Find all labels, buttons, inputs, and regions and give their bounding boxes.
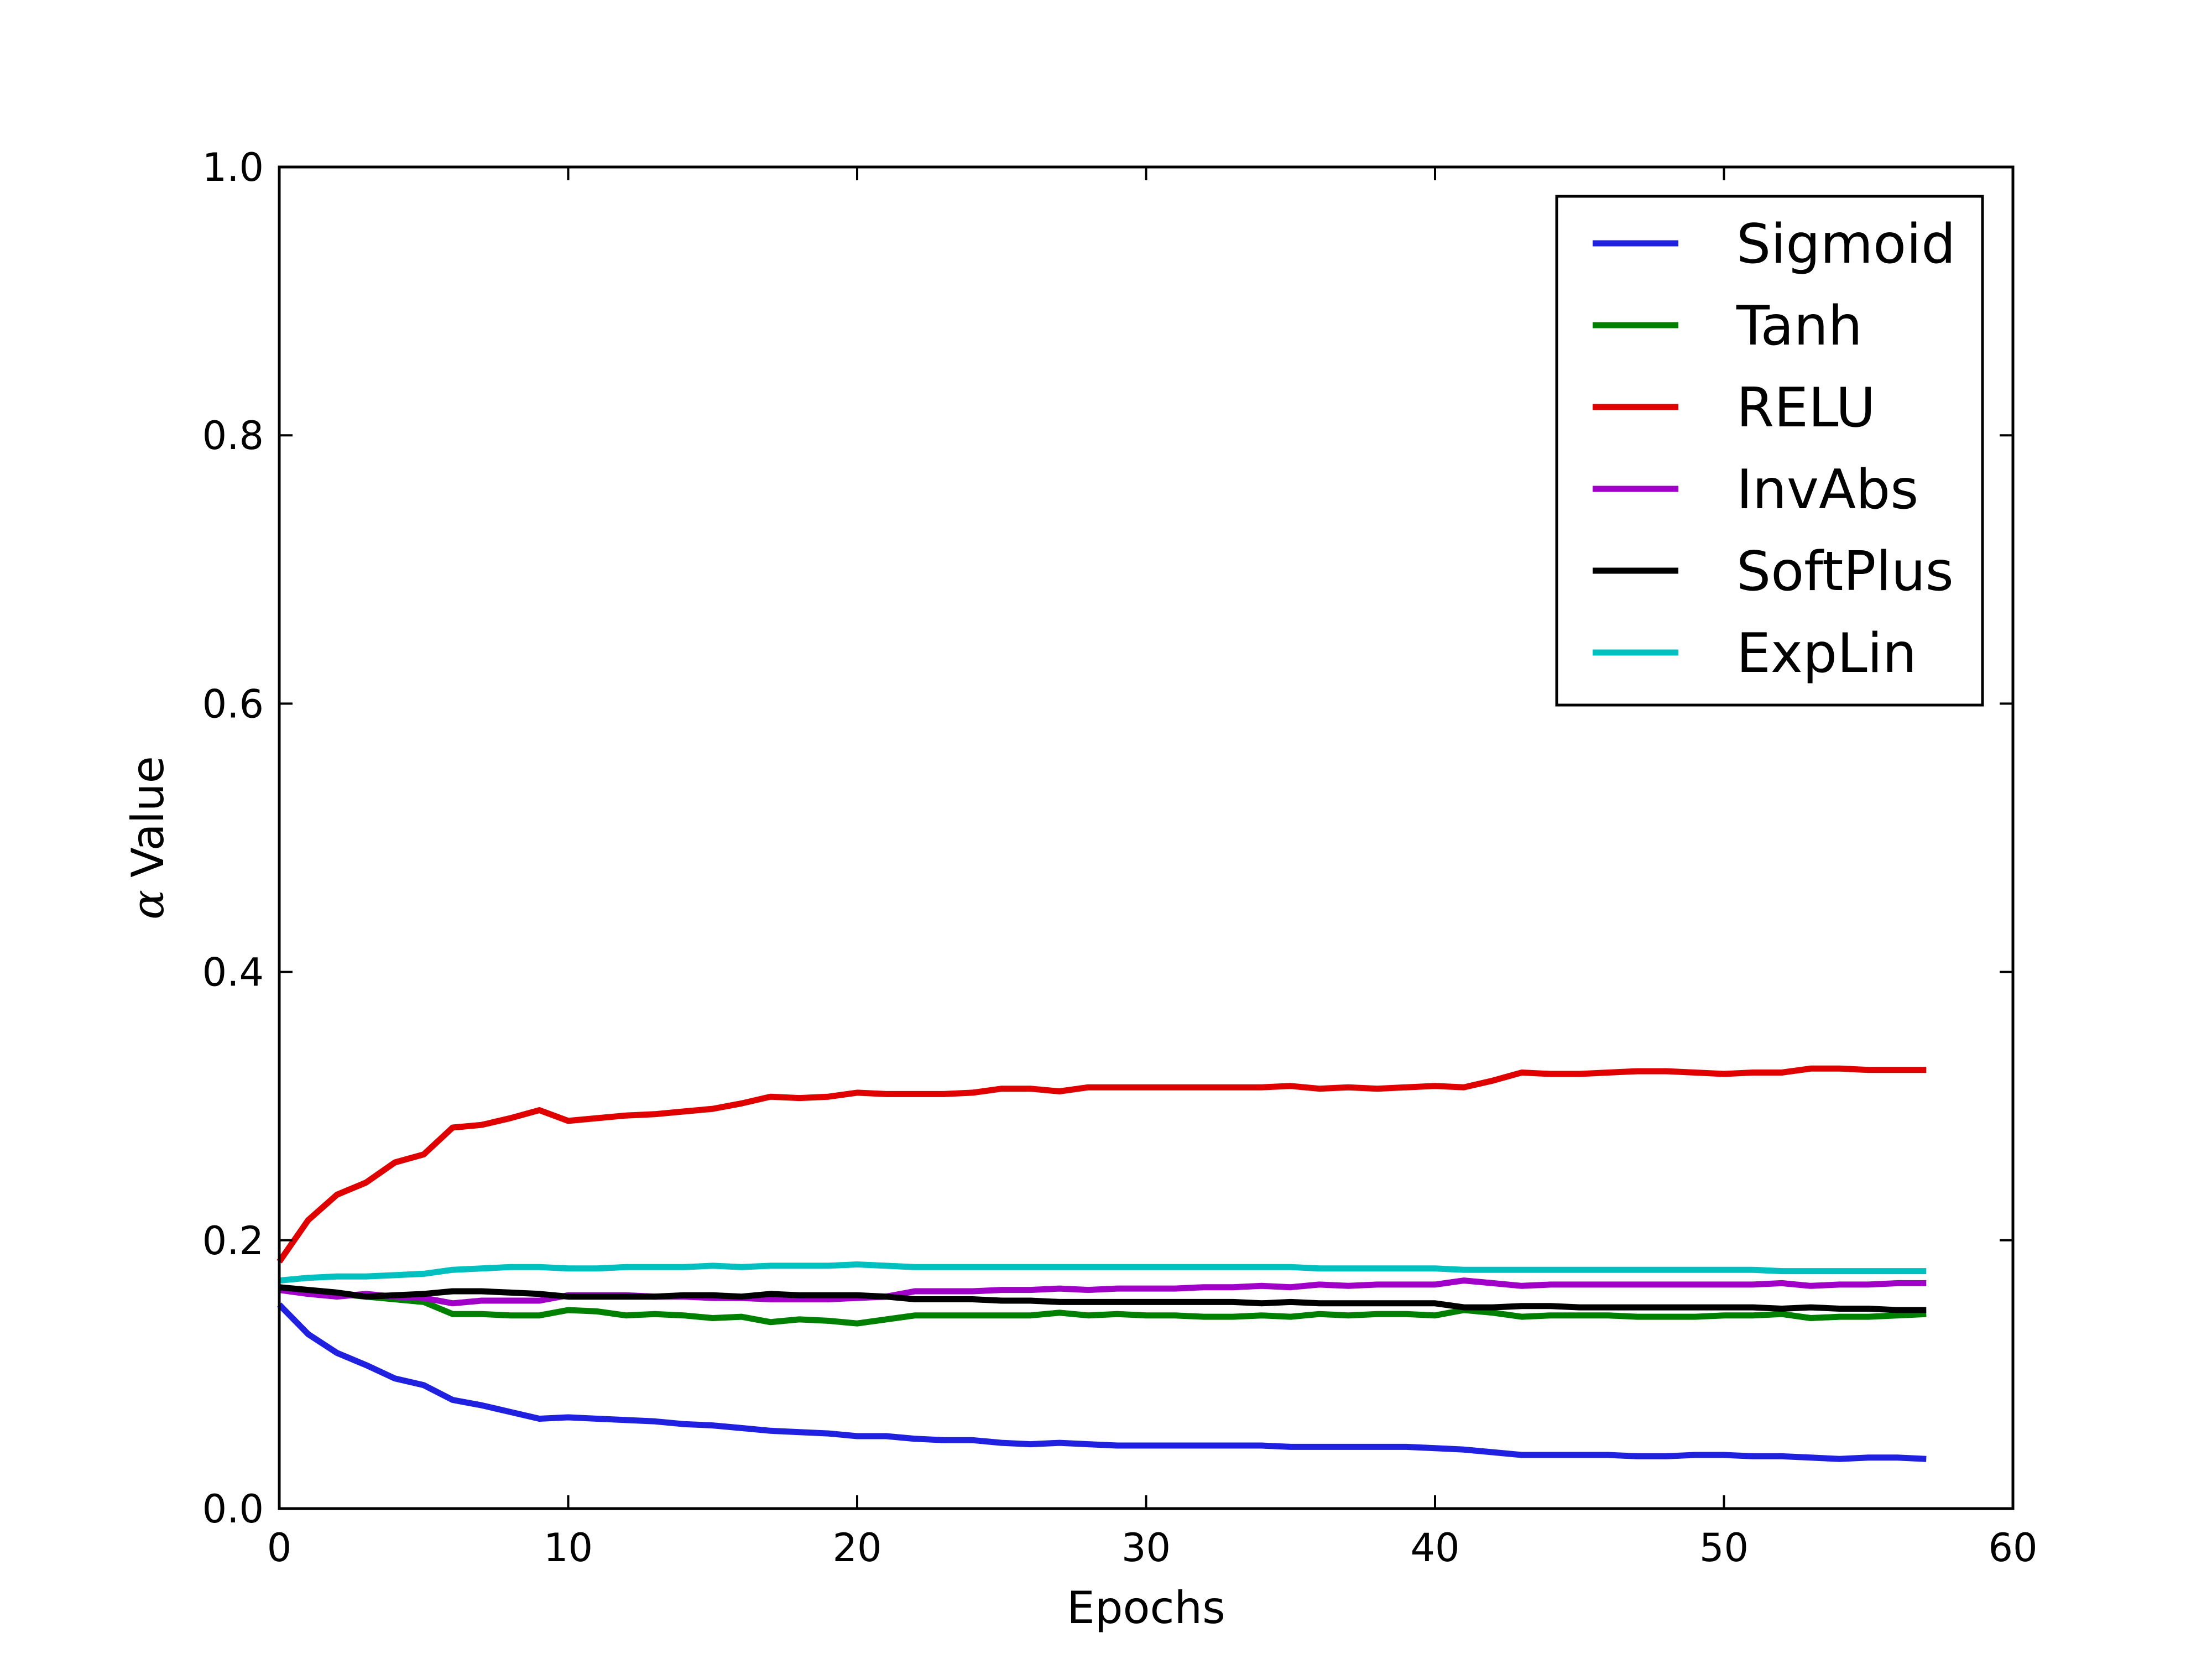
y-axis-label-text: Value bbox=[122, 756, 174, 878]
series-line-relu bbox=[276, 1065, 1927, 1264]
legend-label-sigmoid: Sigmoid bbox=[1736, 213, 1956, 276]
legend-label-softplus: SoftPlus bbox=[1736, 540, 1954, 603]
x-tick-label: 40 bbox=[1410, 1525, 1459, 1571]
y-axis-label: α Value bbox=[122, 756, 174, 920]
legend-label-explin: ExpLin bbox=[1736, 622, 1917, 685]
legend-label-tanh: Tanh bbox=[1736, 295, 1863, 358]
y-tick-label: 0.4 bbox=[202, 950, 264, 995]
series-layer bbox=[276, 1065, 1927, 1462]
x-tick-label: 60 bbox=[1988, 1525, 2037, 1571]
series-line-softplus bbox=[279, 1284, 1927, 1313]
ticks-layer: 0 10 20 30 40 50 60 0.0 0.2 0.4 0.6 0.8 1.0 bbox=[202, 145, 2038, 1571]
x-tick-label: 30 bbox=[1121, 1525, 1171, 1571]
series-line-explin bbox=[279, 1261, 1927, 1284]
legend-label-invabs: InvAbs bbox=[1736, 458, 1918, 521]
legend: Sigmoid Tanh RELU InvAbs SoftPlus ExpLin bbox=[1555, 195, 1984, 707]
y-tick-label: 1.0 bbox=[202, 145, 264, 190]
x-tick-label: 20 bbox=[832, 1525, 881, 1571]
x-axis-label: Epochs bbox=[1067, 1582, 1225, 1634]
y-tick-label: 0.0 bbox=[202, 1486, 264, 1532]
legend-box bbox=[1555, 195, 1984, 707]
y-tick-label: 0.8 bbox=[202, 413, 264, 458]
x-tick-label: 0 bbox=[267, 1525, 292, 1571]
legend-label-relu: RELU bbox=[1736, 377, 1875, 440]
x-tick-label: 10 bbox=[544, 1525, 593, 1571]
y-tick-label: 0.6 bbox=[202, 681, 264, 727]
y-axis-label-symbol: α bbox=[122, 890, 174, 920]
series-line-tanh bbox=[279, 1284, 1927, 1327]
y-tick-label: 0.2 bbox=[202, 1218, 264, 1264]
series-line-sigmoid bbox=[277, 1302, 1927, 1462]
x-tick-label: 50 bbox=[1699, 1525, 1749, 1571]
